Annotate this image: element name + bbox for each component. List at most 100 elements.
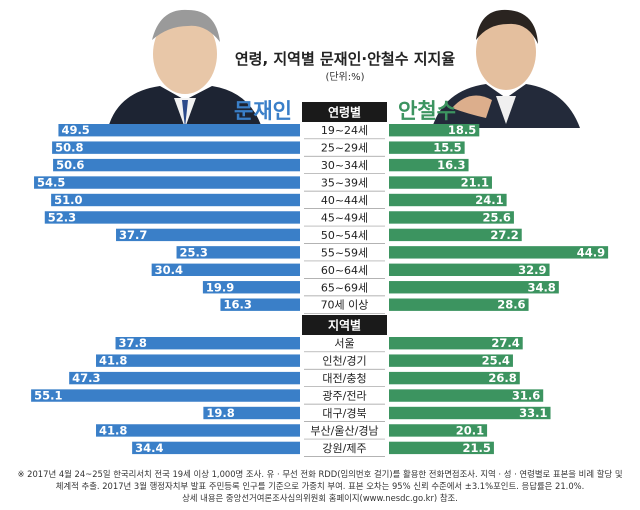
age-bar-left [116, 228, 300, 242]
age-bar-right [389, 298, 529, 311]
section-header-age-bg [302, 102, 387, 122]
age-bar-right [389, 263, 550, 276]
chart-title: 연령, 지역별 문재인·안철수 지지율 [235, 50, 455, 68]
region-value-right: 20.1 [456, 423, 484, 437]
region-bar-right [389, 424, 488, 437]
footnote: ※ 2017년 4월 24~25일 한국리서치 전국 19세 이상 1,000명… [8, 468, 632, 504]
region-category-label: 대구/경북 [322, 407, 366, 420]
region-value-left: 34.4 [135, 441, 163, 455]
region-value-right: 31.6 [512, 389, 540, 403]
footnote-line-1: ※ 2017년 4월 24~25일 한국리서치 전국 19세 이상 1,000명… [17, 469, 623, 479]
age-bar-right [389, 193, 507, 207]
age-category-label: 19~24세 [321, 124, 368, 137]
region-value-left: 55.1 [34, 389, 62, 403]
age-category-label: 65~69세 [321, 281, 368, 294]
age-category-label: 40~44세 [321, 194, 368, 207]
age-bar-right [389, 228, 522, 242]
age-category-label: 30~34세 [321, 159, 368, 172]
footnote-line-2: 체계적 추출. 2017년 3월 행정자치부 발표 주민등록 인구를 기준으로 … [55, 481, 585, 491]
region-value-right: 21.5 [463, 441, 491, 455]
region-bar-left [69, 371, 301, 385]
region-bar-right [389, 371, 520, 385]
region-value-right: 25.4 [482, 354, 510, 368]
region-category-label: 광주/전라 [322, 390, 366, 403]
section-header-age-label: 연령별 [328, 105, 361, 120]
support-rate-chart: 연령, 지역별 문재인·안철수 지지율 (단위:%) 문재인 안철수 연령별 지… [31, 9, 609, 457]
age-value-left: 50.8 [55, 141, 83, 155]
region-bar-right [389, 337, 523, 350]
age-value-left: 25.3 [180, 245, 208, 259]
age-bar-right [389, 176, 492, 189]
age-bar-right [389, 246, 609, 259]
age-value-right: 32.9 [518, 263, 546, 277]
unit-label: (단위:%) [325, 70, 364, 83]
region-value-right: 26.8 [488, 371, 516, 385]
age-category-label: 60~64세 [321, 264, 368, 277]
age-bar-left [52, 141, 300, 154]
age-value-left: 51.0 [54, 193, 82, 207]
region-bar-left [132, 441, 300, 455]
age-bar-left [58, 124, 300, 137]
age-bar-right [389, 141, 465, 154]
candidate-left-name: 문재인 [234, 99, 292, 123]
region-category-label: 인천/경기 [322, 354, 366, 368]
region-bar-left [115, 337, 300, 350]
age-bar-right [389, 158, 469, 172]
age-value-right: 15.5 [433, 141, 461, 155]
age-category-label: 25~29세 [321, 142, 368, 155]
region-bar-right [389, 441, 494, 455]
moon-jae-in-photo [108, 9, 262, 128]
age-bar-right [389, 124, 480, 137]
section-header-age: 연령별 [302, 102, 387, 122]
age-category-label: 50~54세 [321, 229, 368, 242]
region-bar-left [96, 424, 301, 437]
age-category-label: 55~59세 [321, 246, 368, 259]
age-value-left: 49.5 [61, 123, 89, 137]
age-value-right: 34.8 [527, 280, 555, 294]
region-value-left: 41.8 [99, 354, 127, 368]
age-value-right: 28.6 [497, 298, 525, 312]
age-bar-left [51, 193, 301, 207]
region-bar-left [96, 354, 301, 367]
section-header-region-bg [302, 315, 387, 335]
age-bar-left [202, 281, 300, 294]
region-value-left: 19.8 [206, 406, 234, 420]
age-value-left: 16.3 [223, 298, 251, 312]
region-category-label: 대전/충청 [322, 372, 366, 385]
age-bar-left [34, 176, 300, 189]
age-value-right: 25.6 [483, 210, 511, 224]
age-category-label: 45~49세 [321, 211, 368, 224]
section-header-region-label: 지역별 [328, 318, 361, 333]
age-bar-right [389, 211, 514, 224]
footnote-line-3: 상세 내용은 중앙선거여론조사심의위원회 홈페이지(www.nesdc.go.k… [182, 493, 458, 503]
age-value-left: 50.6 [56, 158, 84, 172]
age-value-left: 37.7 [119, 228, 147, 242]
ahn-cheol-soo-photo [432, 9, 580, 128]
section-header-region: 지역별 [302, 315, 387, 335]
age-value-left: 54.5 [37, 176, 65, 190]
age-bar-left [220, 298, 300, 311]
age-bar-right [389, 281, 559, 294]
region-bar-right [389, 389, 544, 402]
age-value-right: 18.5 [448, 123, 476, 137]
region-bar-left [31, 389, 300, 402]
region-value-left: 37.8 [119, 336, 147, 350]
age-bar-left [151, 263, 300, 276]
region-category-label: 강원/제주 [322, 442, 366, 455]
candidate-right-name: 안철수 [398, 99, 456, 123]
age-bar-left [176, 246, 300, 259]
region-bar-right [389, 354, 513, 367]
region-category-label: 서울 [334, 337, 354, 350]
age-value-left: 30.4 [155, 263, 183, 277]
age-value-left: 19.9 [206, 280, 234, 294]
region-bar-right [389, 406, 551, 420]
region-value-left: 41.8 [99, 423, 127, 437]
age-category-label: 35~39세 [321, 177, 368, 190]
age-value-left: 52.3 [48, 210, 76, 224]
bars-layer: 49.5 18.5 19~24세 50.8 15.5 25~29세 50.6 16.3 30~3… [31, 123, 609, 457]
age-bar-left [53, 158, 301, 172]
age-value-right: 24.1 [475, 193, 503, 207]
age-value-right: 16.3 [437, 158, 465, 172]
age-value-right: 27.2 [490, 228, 518, 242]
region-value-right: 33.1 [519, 406, 547, 420]
